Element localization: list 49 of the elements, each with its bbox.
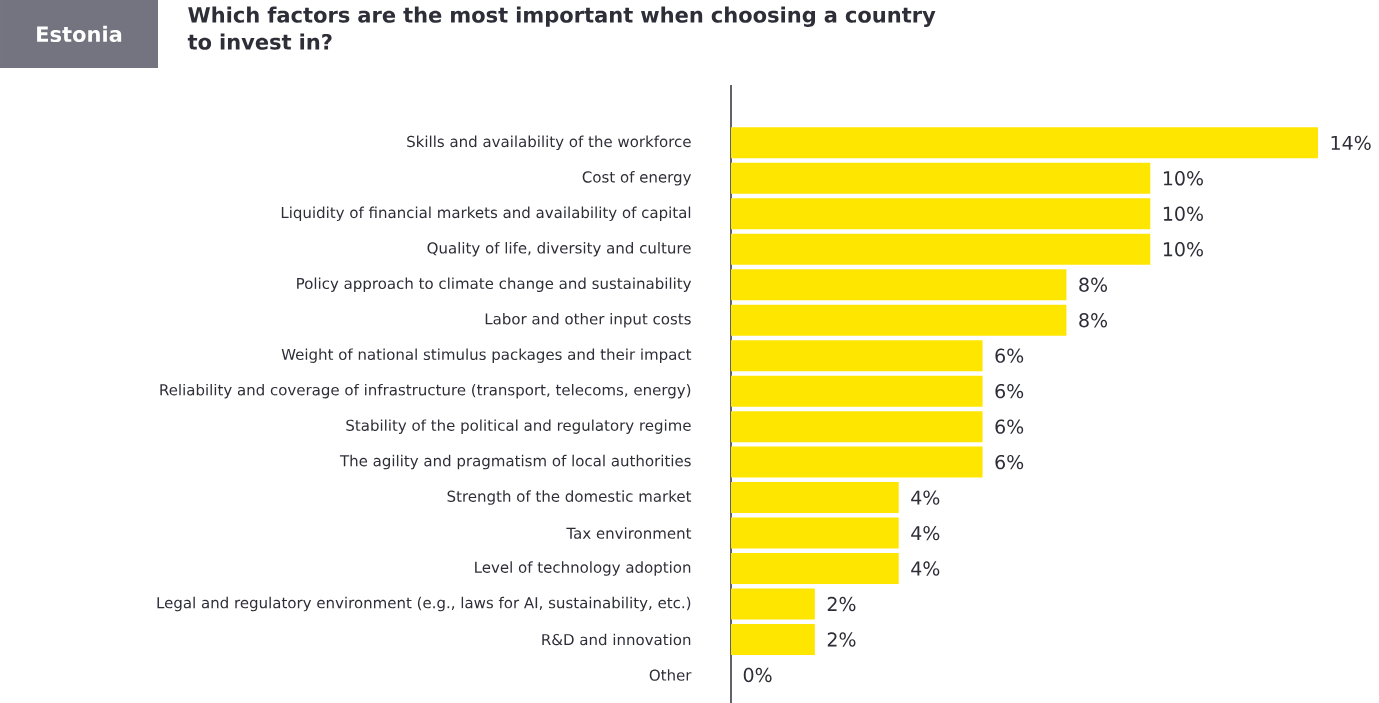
data-label: 4% [911, 525, 940, 541]
bar [731, 588, 815, 620]
data-label: 6% [995, 419, 1024, 434]
y-tick-label: R&D and innovation [542, 633, 691, 646]
bar [731, 553, 899, 585]
y-tick-label: Tax environment [566, 527, 692, 539]
bar [731, 162, 1151, 194]
y-tick-label: Other [649, 669, 692, 681]
data-label: 6% [995, 454, 1024, 470]
y-tick-label: Skills and availability of the workforce [407, 135, 691, 151]
y-tick-label: Cost of energy [582, 171, 692, 186]
y-tick-label: Policy approach to climate change and sustainability [297, 277, 692, 292]
data-label: 4% [911, 490, 940, 505]
data-label: 4% [911, 561, 940, 576]
data-label: 0% [743, 667, 772, 683]
y-tick-label: Legal and regulatory environment (e.g., laws for AI, sustainability, etc.) [157, 596, 691, 612]
y-tick-label: Quality of life, diversity and culture [427, 242, 691, 257]
bar [731, 517, 899, 549]
bar [731, 411, 983, 443]
bar [731, 446, 983, 478]
y-tick-label: Reliability and coverage of infrastructure (transport, telecoms, energy) [160, 383, 691, 399]
bar [731, 127, 1318, 159]
y-tick-label: Labor and other input costs [485, 312, 691, 328]
text: Which factors are the most important when choosing a country to invest in? [187, 6, 936, 50]
bar [731, 269, 1067, 301]
data-label: 6% [995, 348, 1024, 363]
bar [731, 375, 983, 407]
data-label: 2% [827, 596, 856, 612]
bar [731, 623, 815, 655]
bar [731, 233, 1151, 265]
data-label: 10% [1163, 206, 1203, 221]
bar [731, 304, 1067, 336]
data-label: 14% [1331, 135, 1371, 151]
y-tick-label: Liquidity of financial markets and availability of capital [281, 206, 691, 222]
data-label: 8% [1079, 313, 1108, 328]
y-tick-label: Weight of national stimulus packages and their impact [281, 348, 692, 363]
data-label: 10% [1163, 171, 1203, 186]
bar [731, 340, 983, 372]
y-tick-label: Stability of the political and regulatory regime [346, 419, 691, 434]
y-tick-label: Strength of the domestic market [447, 490, 692, 505]
data-label: 2% [827, 632, 856, 647]
data-label: 8% [1079, 277, 1108, 292]
bar [731, 198, 1151, 230]
bar [731, 482, 899, 514]
data-label: 6% [995, 383, 1024, 399]
y-tick-label: Level of technology adoption [475, 561, 691, 576]
data-label: 10% [1163, 242, 1203, 257]
y-tick-label: The agility and pragmatism of local authorities [339, 454, 691, 470]
text: Estonia [37, 25, 122, 43]
